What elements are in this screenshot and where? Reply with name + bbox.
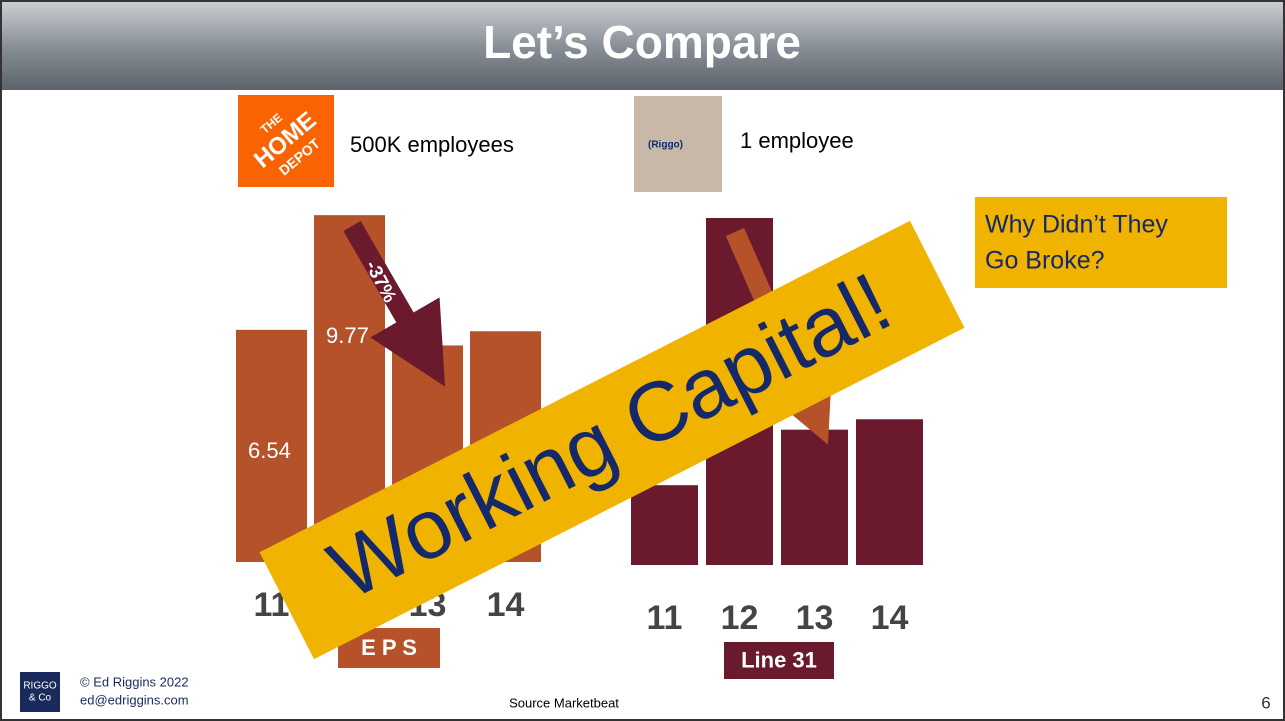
caption: 1 employee	[740, 128, 854, 153]
bar	[856, 419, 923, 565]
question-box	[975, 197, 1227, 288]
x-tick-label: 11	[647, 599, 683, 637]
x-tick-label: 14	[487, 586, 525, 624]
email: ed@edriggins.com	[80, 692, 189, 707]
arrow	[343, 220, 446, 387]
brand-text: RIGGO	[23, 681, 57, 692]
bar	[631, 485, 698, 565]
photo	[634, 96, 722, 192]
bar	[236, 329, 307, 562]
chart-title: E P S	[361, 635, 417, 660]
title-banner	[2, 2, 1283, 90]
logo	[238, 95, 334, 187]
copyright: © Ed Riggins 2022	[80, 674, 189, 689]
x-tick-label: 13	[796, 599, 834, 637]
question: Go Broke?	[985, 247, 1105, 275]
value-label: 6.54	[248, 438, 291, 463]
brand-logo	[20, 672, 60, 712]
photo-caption: (Riggo)	[648, 140, 683, 151]
source: Source Marketbeat	[509, 695, 619, 710]
brand-text: & Co	[29, 693, 52, 704]
value-label: 9.77	[326, 323, 369, 348]
chart-title-box	[724, 642, 834, 679]
slide-title: Let’s Compare	[483, 16, 801, 68]
x-tick-label: 12	[721, 599, 759, 637]
page-number: 6	[1261, 693, 1270, 712]
caption: 500K employees	[350, 132, 514, 157]
x-tick-label: 14	[871, 599, 909, 637]
bar	[781, 429, 848, 565]
question: Why Didn’t They	[985, 211, 1168, 239]
banner	[259, 220, 965, 660]
chart-title: Line 31	[741, 647, 817, 672]
